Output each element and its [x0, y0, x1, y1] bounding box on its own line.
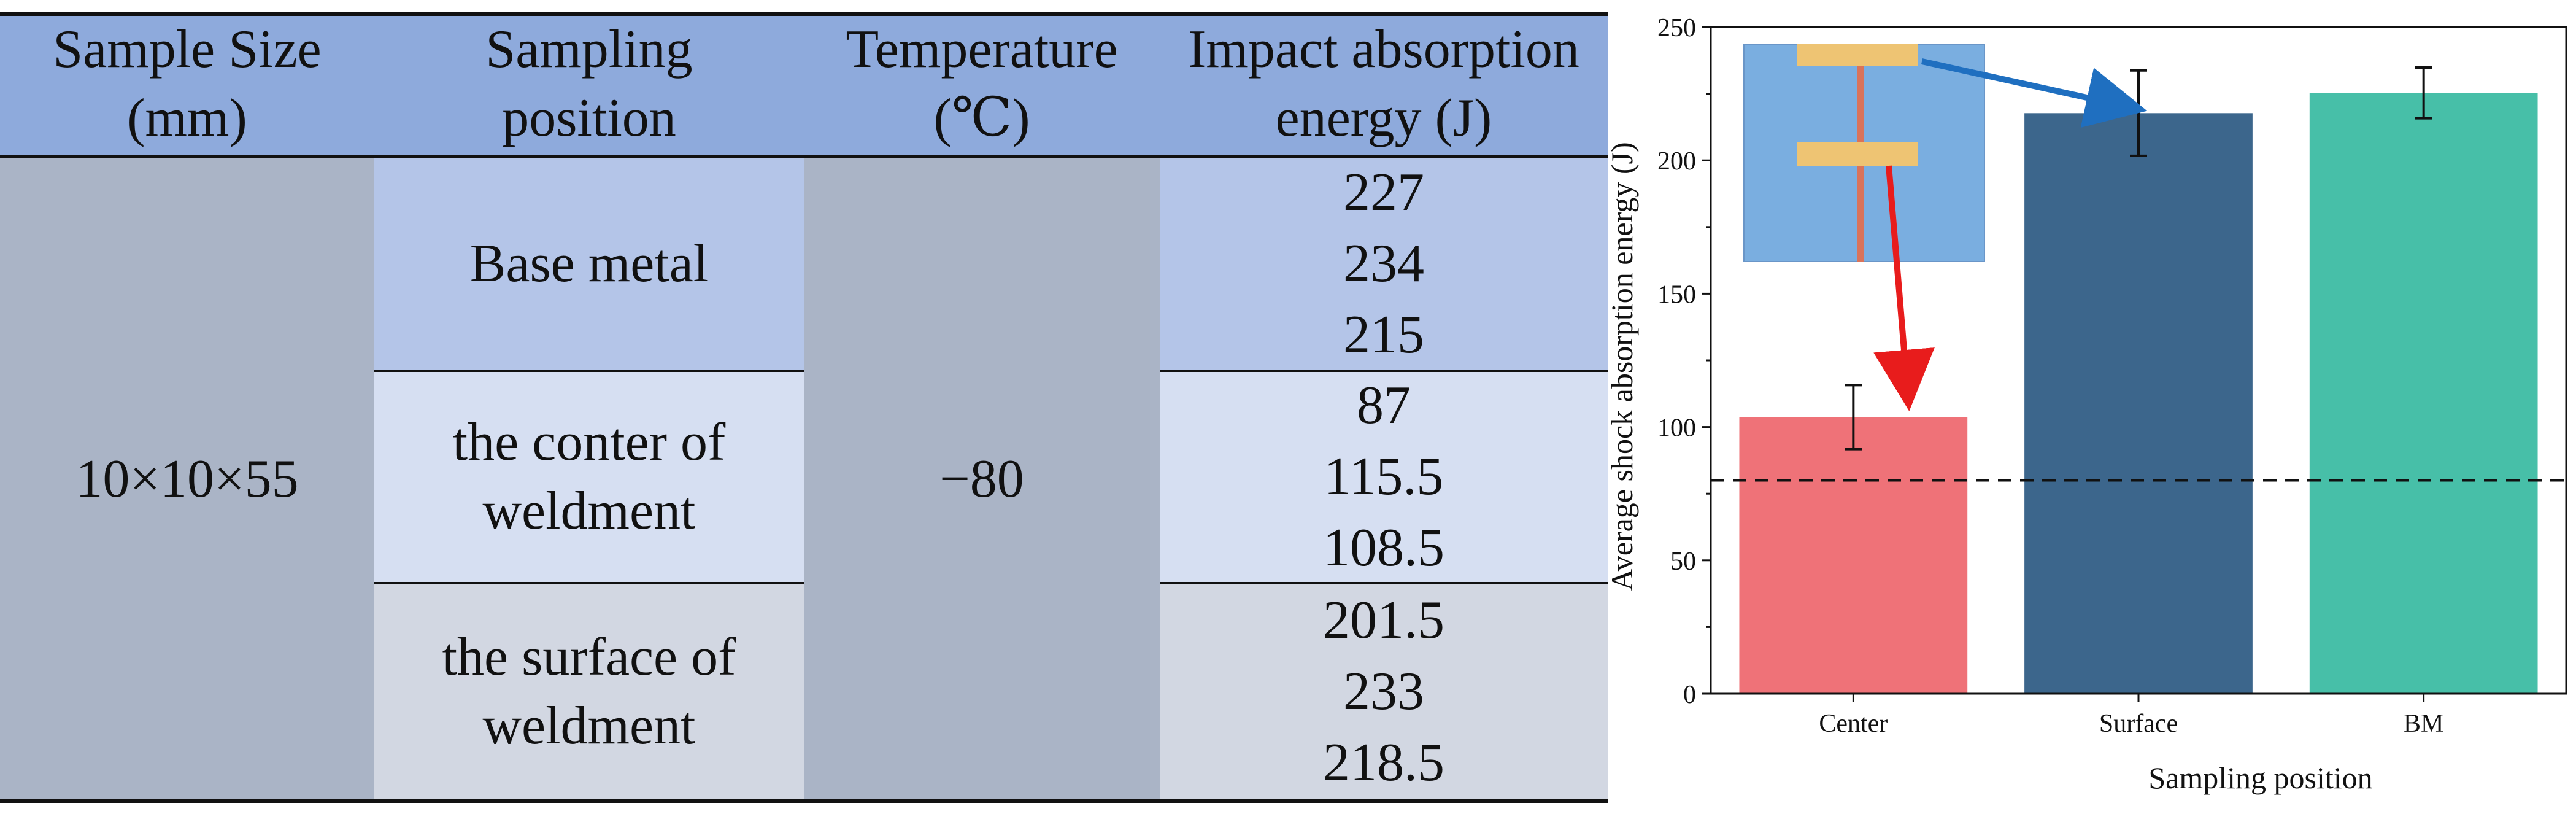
bars-layer — [1739, 93, 2538, 694]
y-tick-label: 200 — [1657, 147, 1696, 176]
y-axis-title: Average shock absorption energy (J) — [1608, 142, 1639, 591]
energy-value: 234 — [1343, 234, 1424, 293]
table-top-rule — [0, 12, 1608, 16]
row-rule — [1160, 370, 1608, 372]
position-base-metal: Base metal — [374, 157, 804, 371]
sample-size-cell: 10×10×55 — [0, 157, 374, 800]
position-surface-weldment: the surface of weldment — [374, 583, 804, 800]
position-label-line1: the surface of — [442, 627, 736, 687]
energy-value: 87 — [1357, 376, 1411, 435]
values-surface-weldment: 201.5 233 218.5 — [1160, 583, 1608, 800]
bar-surface — [2024, 113, 2253, 694]
y-tick-label: 100 — [1657, 414, 1696, 443]
row-rule — [1160, 582, 1608, 584]
bar-center — [1739, 417, 1968, 694]
header-sampling-position-line2: position — [502, 88, 676, 148]
energy-value: 233 — [1343, 662, 1424, 721]
header-sample-size-line1: Sample Size — [53, 20, 322, 79]
energy-value: 115.5 — [1324, 447, 1444, 506]
specimen-schematic-inset — [1743, 44, 1985, 262]
x-tick-label-center: Center — [1819, 710, 1888, 738]
energy-value: 108.5 — [1323, 518, 1444, 578]
ticks-layer: Center Surface BM 0 50 100 150 200 250 — [1657, 14, 2443, 738]
energy-value: 218.5 — [1323, 733, 1444, 793]
error-bar-bm — [2415, 66, 2432, 120]
header-sampling-position-line1: Sampling — [485, 20, 693, 79]
y-tick-label: 150 — [1657, 281, 1696, 309]
impact-test-table: Sample Size (mm) Sampling position Tempe… — [0, 12, 1608, 803]
x-tick-label-bm: BM — [2404, 710, 2443, 738]
row-rule — [374, 582, 804, 584]
temperature-value: −80 — [939, 449, 1024, 509]
position-label-line2: weldment — [482, 481, 696, 541]
sample-size-value: 10×10×55 — [75, 449, 299, 509]
impact-energy-bar-chart: Center Surface BM 0 50 100 150 200 250 Sampling … — [1608, 14, 2567, 795]
header-temperature-line1: Temperature — [846, 20, 1118, 79]
position-label: Base metal — [469, 234, 709, 293]
position-center-weldment: the conter of weldment — [374, 371, 804, 583]
header-sample-size: Sample Size (mm) — [0, 14, 374, 155]
y-tick-label: 50 — [1670, 548, 1696, 576]
header-sample-size-line2: (mm) — [127, 88, 247, 148]
temperature-cell: −80 — [804, 157, 1160, 800]
header-sampling-position: Sampling position — [374, 14, 804, 155]
header-rule — [0, 155, 1608, 158]
x-tick-label-surface: Surface — [2099, 710, 2178, 738]
bar-bm — [2309, 93, 2538, 694]
error-bar-center — [1845, 384, 1862, 451]
header-temperature: Temperature (℃) — [804, 14, 1160, 155]
energy-value: 201.5 — [1323, 591, 1444, 650]
energy-value: 215 — [1343, 305, 1424, 365]
values-base-metal: 227 234 215 — [1160, 157, 1608, 371]
header-impact-energy-line2: energy (J) — [1275, 88, 1492, 148]
y-tick-label: 250 — [1657, 14, 1696, 42]
header-temperature-line2: (℃) — [933, 88, 1030, 148]
center-arrow — [1873, 165, 1935, 411]
position-label-line2: weldment — [482, 696, 696, 756]
position-label-line1: the conter of — [452, 413, 726, 472]
values-center-weldment: 87 115.5 108.5 — [1160, 371, 1608, 583]
table-bottom-rule — [0, 799, 1608, 803]
energy-value: 227 — [1343, 163, 1424, 222]
header-impact-energy-line1: Impact absorption — [1188, 20, 1579, 79]
x-axis-title: Sampling position — [2148, 761, 2372, 795]
header-impact-energy: Impact absorption energy (J) — [1160, 14, 1608, 155]
row-rule — [374, 370, 804, 372]
surface-arrow — [1921, 58, 2148, 128]
y-tick-label: 0 — [1683, 681, 1696, 709]
